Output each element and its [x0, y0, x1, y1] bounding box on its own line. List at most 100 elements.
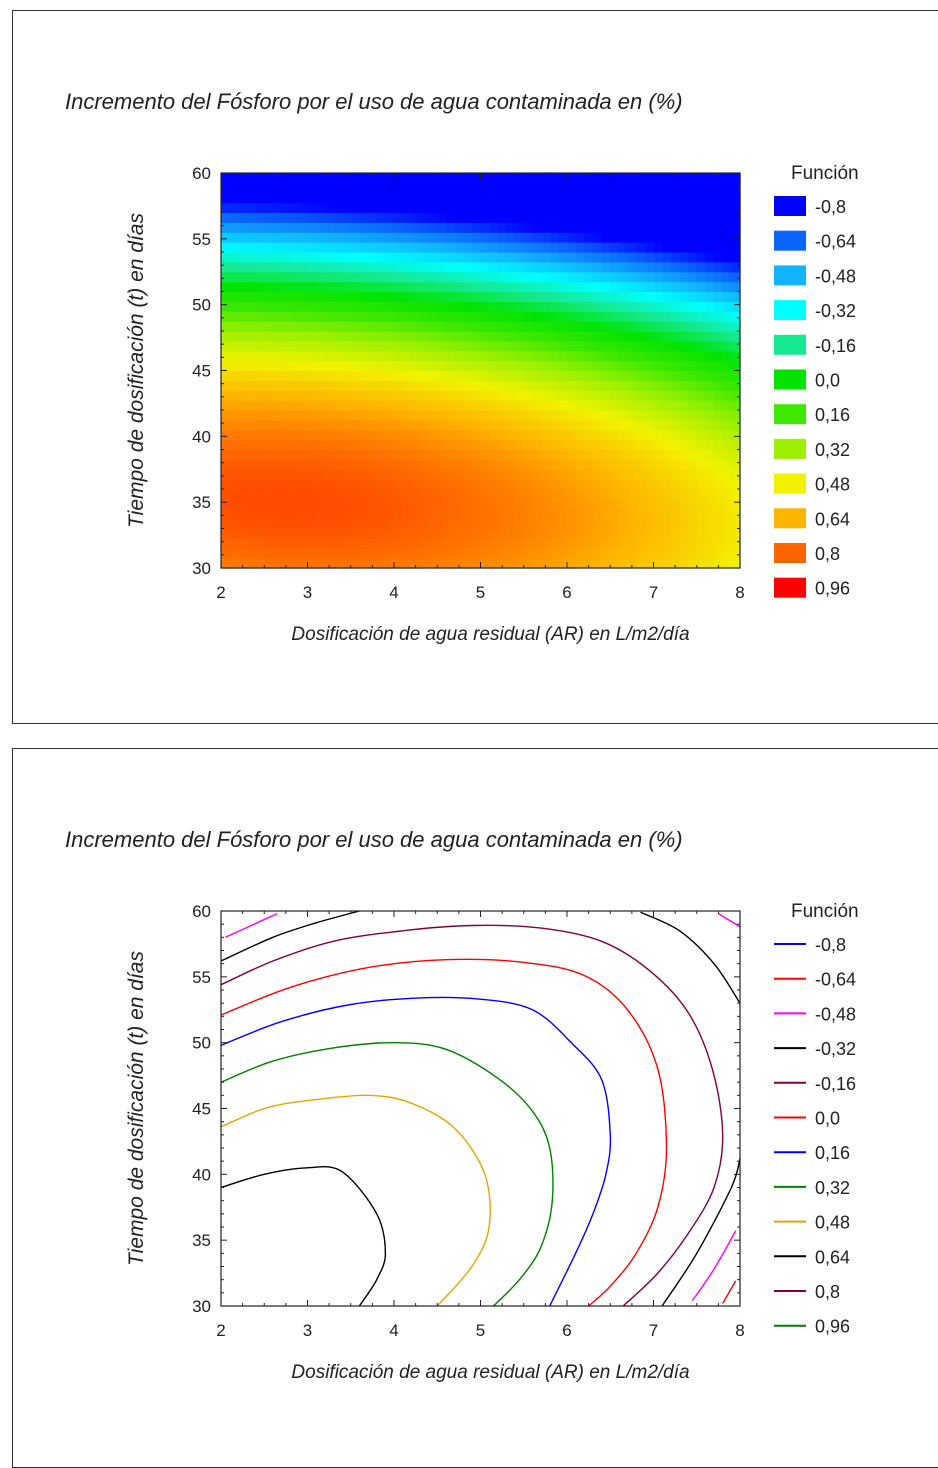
- heatmap-cell: [316, 498, 326, 510]
- heatmap-cell: [670, 182, 681, 194]
- heatmap-cell: [584, 212, 594, 223]
- heatmap-cell: [316, 558, 326, 569]
- heatmap-cell: [428, 429, 438, 441]
- heatmap-cell: [238, 410, 248, 421]
- heatmap-cell: [523, 370, 533, 381]
- heatmap-cell: [290, 311, 300, 322]
- heatmap-cell: [324, 508, 335, 520]
- heatmap-cell: [272, 508, 283, 520]
- heatmap-cell: [636, 469, 646, 480]
- heatmap-cell: [471, 182, 482, 194]
- heatmap-cell: [445, 331, 456, 342]
- heatmap-cell: [714, 261, 724, 273]
- heatmap-cell: [471, 340, 482, 352]
- heatmap-cell: [350, 538, 360, 549]
- heatmap-cell: [221, 261, 231, 273]
- heatmap-cell: [480, 548, 490, 559]
- heatmap-cell: [437, 173, 447, 184]
- heatmap-cell: [523, 489, 533, 500]
- heatmap-cell: [601, 508, 611, 520]
- heatmap-cell: [376, 182, 386, 194]
- heatmap-cell: [411, 390, 421, 401]
- heatmap-cell: [290, 469, 300, 480]
- heatmap-cell: [610, 192, 620, 204]
- heatmap-cell: [359, 439, 369, 451]
- heatmap-cell: [368, 479, 378, 490]
- heatmap-cell: [342, 281, 352, 293]
- heatmap-cell: [575, 390, 585, 401]
- heatmap-cell: [497, 429, 508, 441]
- heatmap-cell: [333, 449, 343, 460]
- heatmap-cell: [350, 281, 360, 293]
- heatmap-cell: [342, 508, 352, 520]
- heatmap-cell: [644, 261, 655, 273]
- heatmap-cell: [463, 340, 473, 352]
- heatmap-cell: [610, 311, 620, 322]
- heatmap-cell: [298, 498, 309, 510]
- heatmap-cell: [281, 538, 291, 549]
- heatmap-cell: [567, 232, 577, 243]
- heatmap-cell: [523, 558, 533, 569]
- heatmap-cell: [238, 202, 248, 214]
- heatmap-cell: [506, 261, 516, 273]
- heatmap-cell: [714, 479, 724, 490]
- legend-swatch: [774, 577, 806, 598]
- heatmap-cell: [541, 548, 551, 559]
- heatmap-cell: [246, 459, 257, 470]
- heatmap-cell: [238, 301, 248, 312]
- heatmap-cell: [221, 419, 231, 431]
- heatmap-cell: [644, 410, 655, 421]
- heatmap-cell: [307, 360, 317, 372]
- heatmap-cell: [644, 311, 655, 322]
- heatmap-cell: [264, 410, 274, 421]
- heatmap-cell: [437, 291, 447, 302]
- heatmap-cell: [350, 212, 360, 223]
- heatmap-cell: [264, 281, 274, 293]
- heatmap-cell: [307, 459, 317, 470]
- heatmap-cell: [653, 558, 663, 569]
- heatmap-cell: [653, 518, 663, 530]
- heatmap-cell: [653, 390, 663, 401]
- heatmap-cell: [636, 340, 646, 352]
- heatmap-cell: [246, 479, 257, 490]
- heatmap-cell: [316, 439, 326, 451]
- heatmap-cell: [644, 192, 655, 204]
- heatmap-cell: [705, 528, 715, 539]
- heatmap-cell: [264, 449, 274, 460]
- heatmap-cell: [575, 321, 585, 332]
- heatmap-cell: [515, 370, 525, 381]
- heatmap-cell: [618, 212, 629, 223]
- y-tick-label: 30: [192, 559, 211, 578]
- heatmap-cell: [523, 311, 533, 322]
- heatmap-cell: [394, 548, 404, 559]
- heatmap-cell: [549, 498, 559, 510]
- heatmap-cell: [333, 222, 343, 233]
- heatmap-cell: [549, 360, 559, 372]
- heatmap-cell: [636, 380, 646, 391]
- heatmap-cell: [618, 558, 629, 569]
- heatmap-cell: [549, 242, 559, 253]
- heatmap-cell: [688, 192, 698, 204]
- heatmap-cell: [523, 222, 533, 233]
- heatmap-cell: [515, 281, 525, 293]
- heatmap-cell: [419, 350, 430, 362]
- heatmap-cell: [428, 232, 438, 243]
- heatmap-cell: [454, 202, 464, 214]
- heatmap-cell: [368, 429, 378, 441]
- heatmap-cell: [558, 538, 568, 549]
- heatmap-cell: [359, 469, 369, 480]
- heatmap-cell: [575, 350, 585, 362]
- heatmap-cell: [272, 410, 283, 421]
- heatmap-cell: [731, 370, 741, 381]
- heatmap-cell: [463, 429, 473, 441]
- heatmap-cell: [532, 242, 542, 253]
- heatmap-cell: [575, 340, 585, 352]
- heatmap-cell: [489, 538, 499, 549]
- heatmap-cell: [567, 192, 577, 204]
- heatmap-cell: [385, 469, 395, 480]
- heatmap-cell: [670, 548, 681, 559]
- heatmap-cell: [419, 380, 430, 391]
- heatmap-cell: [714, 459, 724, 470]
- heatmap-cell: [264, 212, 274, 223]
- heatmap-cell: [419, 202, 430, 214]
